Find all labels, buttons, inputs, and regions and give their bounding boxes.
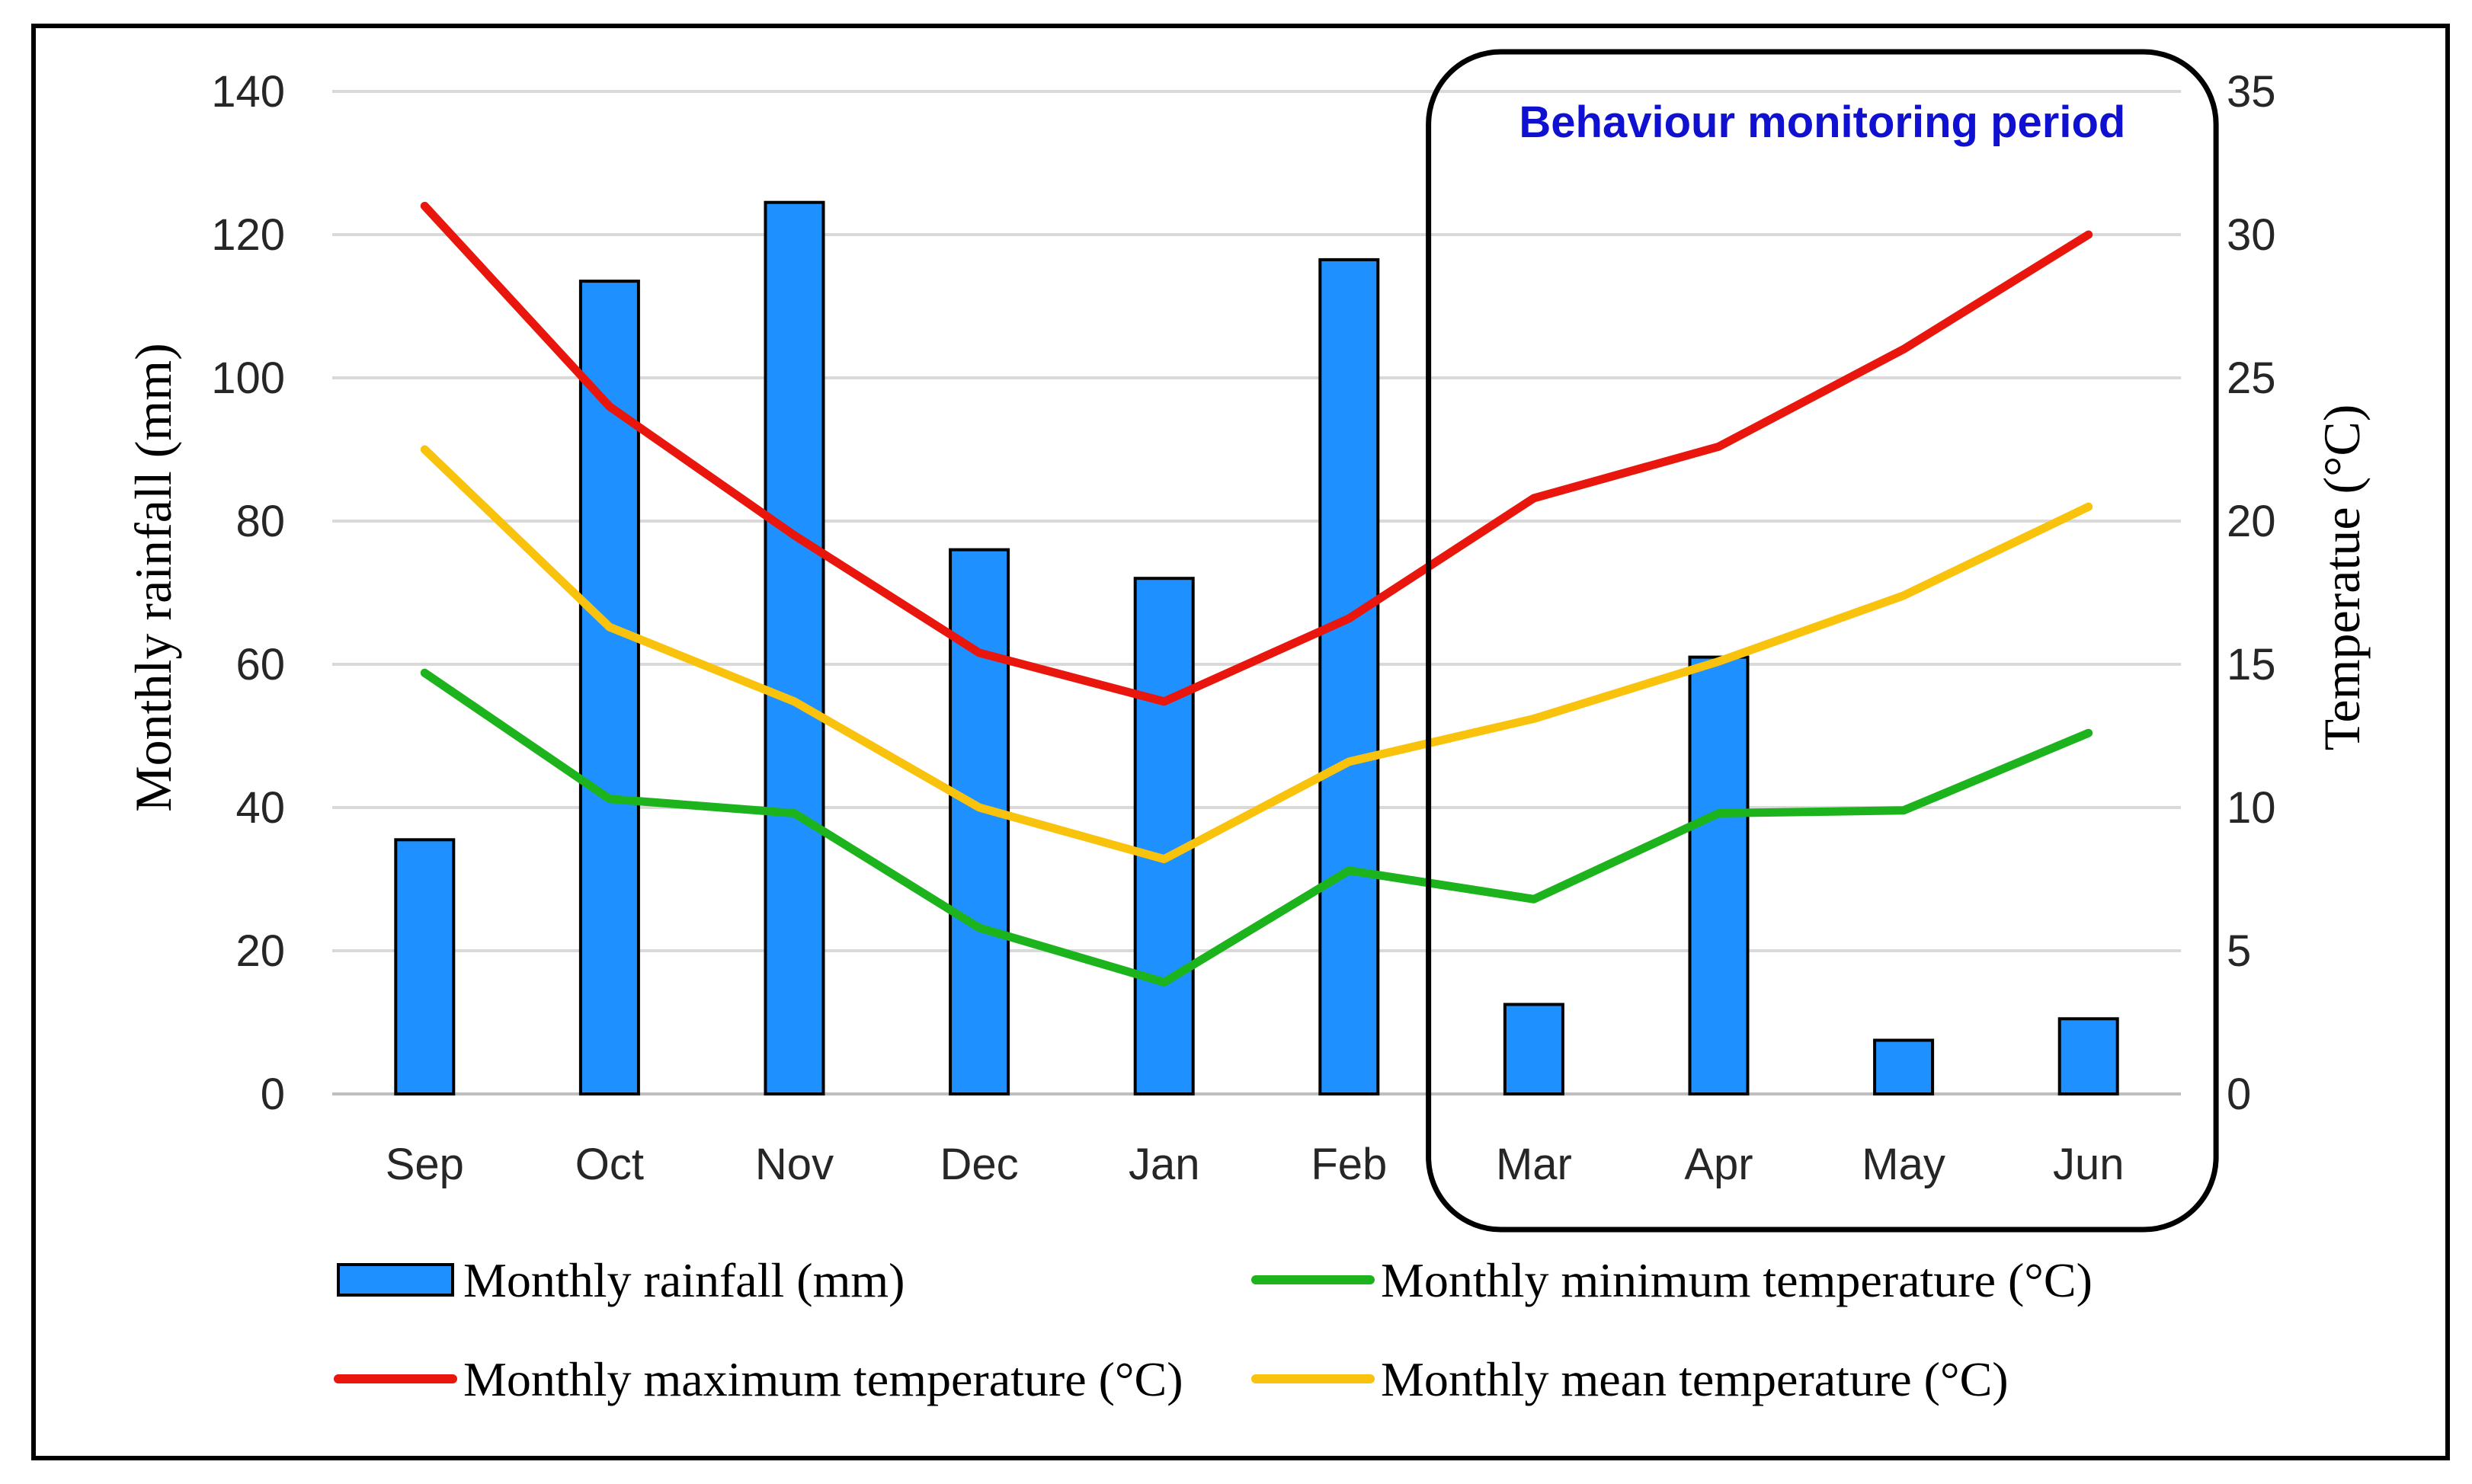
left-tick-label: 120 <box>211 210 285 260</box>
rainfall-bar <box>1133 577 1195 1095</box>
rainfall-bar <box>1503 1003 1564 1095</box>
legend-label: Monthly rainfall (mm) <box>463 1253 905 1307</box>
rainfall-bar <box>394 838 456 1096</box>
x-tick-label: Apr <box>1684 1140 1753 1189</box>
right-tick-label: 15 <box>2227 640 2276 689</box>
left-tick-label: 20 <box>235 926 285 976</box>
right-tick-label: 0 <box>2227 1070 2251 1119</box>
x-tick-label: Oct <box>575 1140 644 1189</box>
monitoring-period-box <box>1426 49 2219 1233</box>
left-tick-label: 100 <box>211 353 285 403</box>
rainfall-bar <box>1318 257 1380 1095</box>
x-tick-label: Dec <box>940 1140 1019 1189</box>
x-tick-label: Jan <box>1129 1140 1200 1189</box>
x-tick-label: Nov <box>755 1140 834 1189</box>
left-axis-ticks: 0 20 40 60 80 100 120 140 <box>211 67 285 1119</box>
rainfall-bar <box>2057 1017 2119 1096</box>
rainfall-bar <box>764 200 825 1096</box>
temperature-line <box>420 201 2093 706</box>
rainfall-bar <box>1873 1038 1935 1095</box>
x-axis-ticks: Sep Oct Nov Dec Jan Feb Mar Apr May Jun <box>386 1140 2125 1189</box>
left-tick-label: 40 <box>235 783 285 833</box>
right-axis-ticks: 0 5 10 15 20 25 30 35 <box>2227 67 2276 1119</box>
legend: Monthly rainfall (mm) Monthly minimum tem… <box>334 1253 2093 1406</box>
rainfall-bar <box>1688 655 1750 1095</box>
temperature-line <box>420 668 2093 987</box>
legend-label: Monthly maximum temperature (°C) <box>463 1352 1183 1406</box>
left-tick-label: 0 <box>261 1070 285 1119</box>
legend-swatch-rainfall <box>337 1263 454 1297</box>
right-axis-label: Temperatue (°C) <box>2313 405 2371 751</box>
right-tick-label: 20 <box>2227 497 2276 546</box>
left-tick-label: 60 <box>235 640 285 689</box>
temperature-lines <box>420 201 2093 987</box>
left-tick-label: 80 <box>235 497 285 546</box>
gridlines <box>332 90 2181 1095</box>
monitoring-period-label: Behaviour monitoring period <box>1519 98 2125 147</box>
x-tick-label: May <box>1862 1140 1945 1189</box>
right-tick-label: 5 <box>2227 926 2251 976</box>
right-tick-label: 35 <box>2227 67 2276 117</box>
temperature-line <box>420 445 2093 864</box>
rainfall-bar <box>949 548 1010 1095</box>
x-tick-label: Mar <box>1496 1140 1572 1189</box>
x-tick-label: Sep <box>386 1140 464 1189</box>
left-tick-label: 140 <box>211 67 285 117</box>
right-tick-label: 25 <box>2227 353 2276 403</box>
rainfall-bars <box>394 200 2119 1096</box>
left-axis-label: Monthly rainfall (mm) <box>124 343 182 812</box>
right-tick-label: 10 <box>2227 783 2276 833</box>
legend-label: Monthly mean temperature (°C) <box>1381 1352 2009 1406</box>
x-tick-label: Jun <box>2053 1140 2125 1189</box>
x-tick-label: Feb <box>1311 1140 1387 1189</box>
right-tick-label: 30 <box>2227 210 2276 260</box>
legend-label: Monthly minimum temperature (°C) <box>1381 1253 2093 1307</box>
